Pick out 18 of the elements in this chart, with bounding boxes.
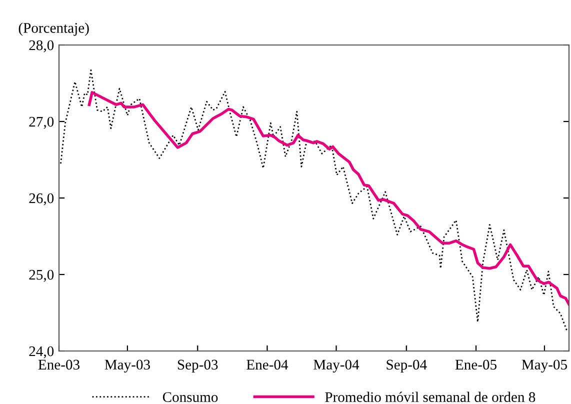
x-tick-label: May-04 xyxy=(314,360,360,373)
x-tick-label: Ene-05 xyxy=(455,360,496,370)
y-tick-label: 24,0 xyxy=(29,346,54,358)
legend-label: Promedio móvil semanal de orden 8 xyxy=(325,392,536,402)
y-tick-label: 28,0 xyxy=(29,40,54,52)
line-series xyxy=(88,91,569,306)
y-tick-label: 26,0 xyxy=(29,193,54,206)
legend-label: Consumo xyxy=(162,392,218,402)
x-tick-label: May-05 xyxy=(522,360,567,373)
line-series xyxy=(60,70,568,333)
x-tick-label: Sep-04 xyxy=(386,360,427,373)
x-tick-label: May-03 xyxy=(104,360,150,373)
x-tick-label: Ene-03 xyxy=(38,360,80,370)
x-tick-label: Ene-04 xyxy=(246,360,288,370)
x-tick-label: Sep-03 xyxy=(178,360,218,373)
y-tick-label: 27,0 xyxy=(29,116,54,129)
y-axis-title: (Porcentaje) xyxy=(18,22,89,36)
y-tick-label: 25,0 xyxy=(29,270,54,282)
